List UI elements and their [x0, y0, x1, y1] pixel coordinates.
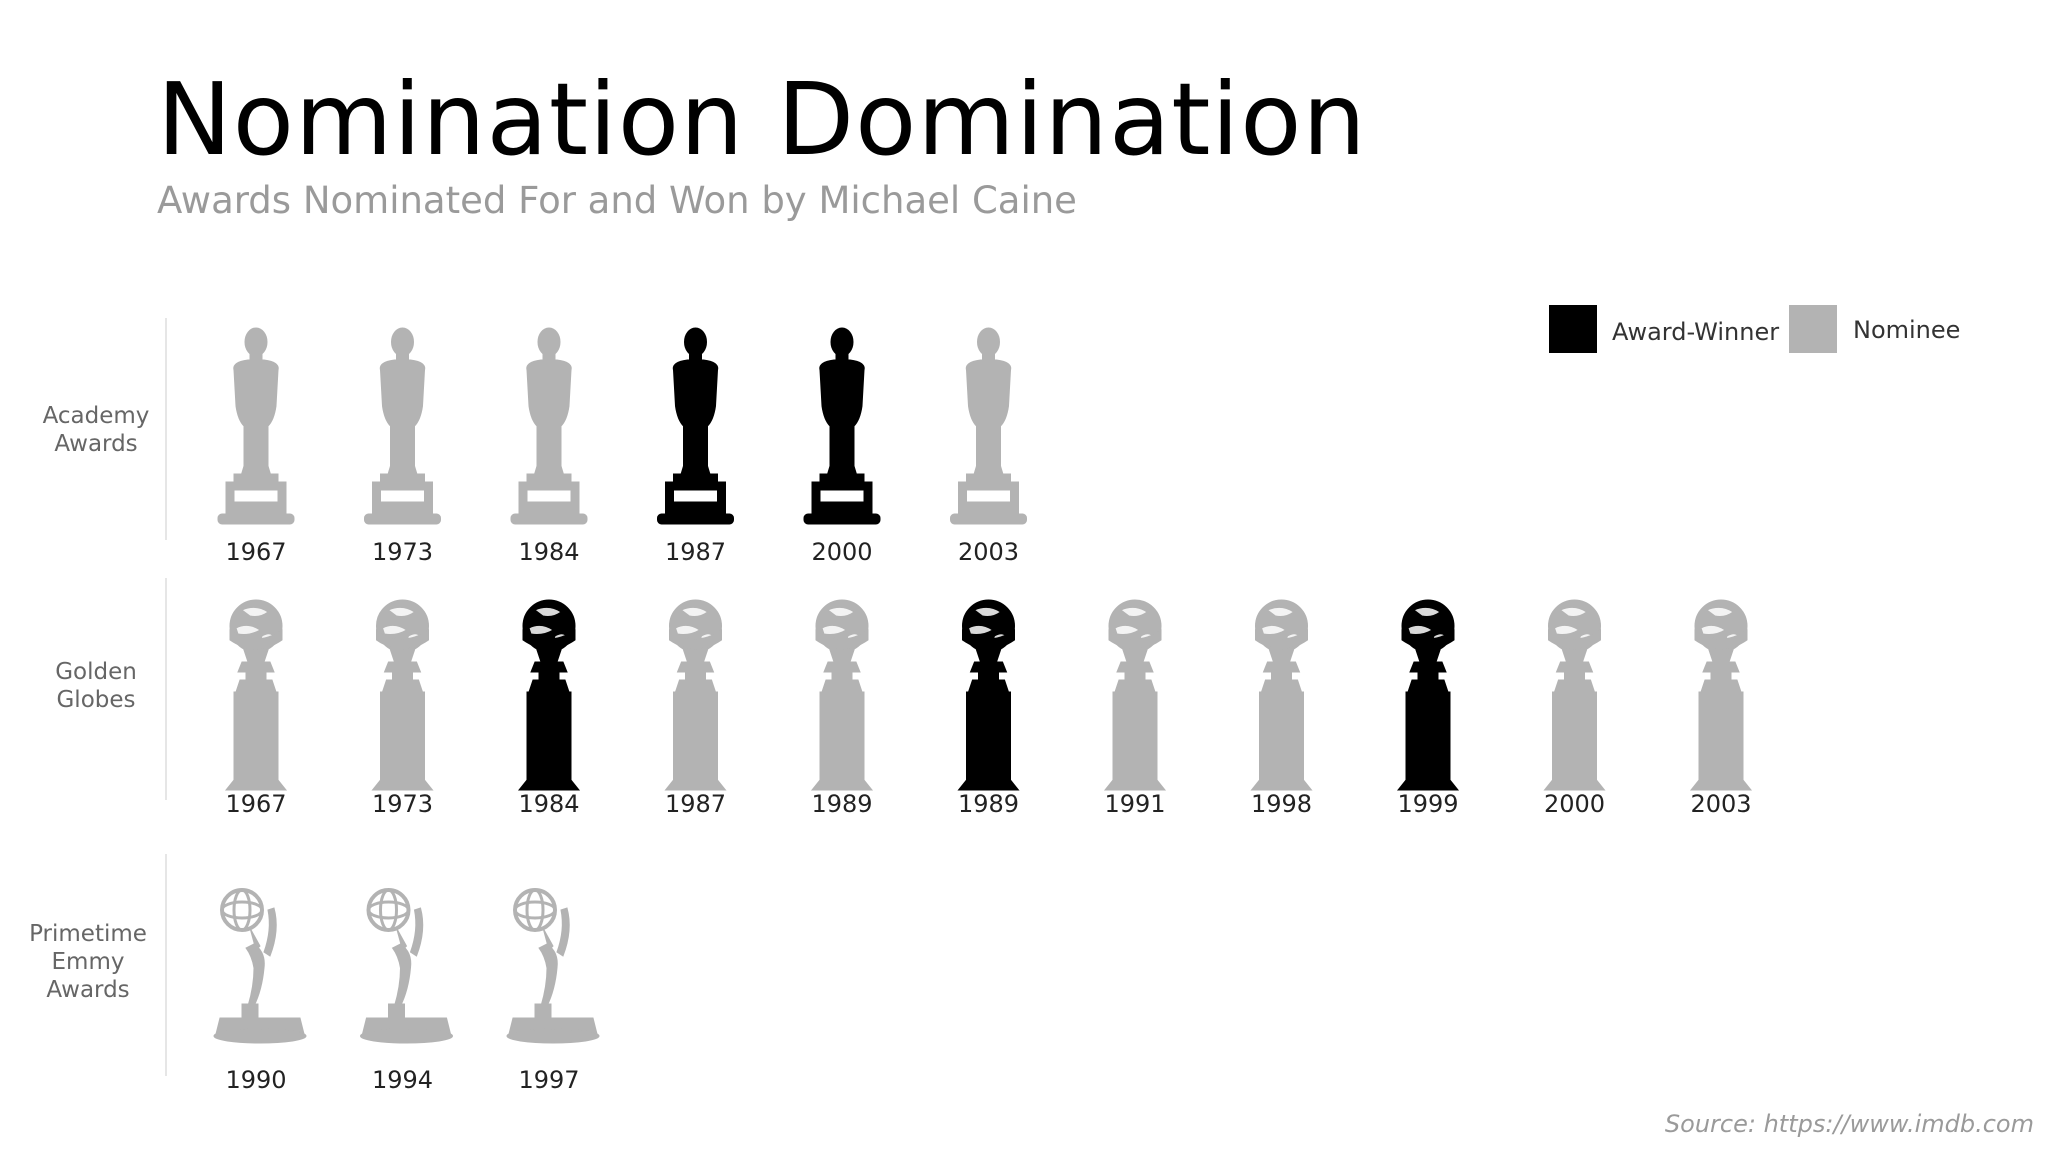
- row-divider-academy: [165, 318, 167, 540]
- pictogram-rows: 1967 1973 1984 1987 2000 2003 1967 1973 1984 1987…: [212, 327, 1752, 1094]
- year-label: 1989: [811, 790, 872, 818]
- row-label-academy-awards: Academy Awards: [42, 403, 150, 457]
- chart-subtitle: Awards Nominated For and Won by Michael …: [157, 179, 1077, 222]
- pictogram-row-0: 1967 1973 1984 1987 2000 2003: [217, 327, 1027, 566]
- golden-globe-mark-nominee-icon: [225, 599, 287, 791]
- oscar-statuette-mark-nominee-icon: [950, 327, 1027, 525]
- golden-globe-mark-nominee-icon: [811, 599, 873, 791]
- oscar-statuette-mark-nominee-icon: [217, 327, 295, 525]
- legend-swatch-nominee: [1789, 305, 1837, 353]
- year-label: 2003: [1690, 790, 1751, 818]
- year-label: 1989: [958, 790, 1019, 818]
- row-label-golden-globes: Golden Globes: [55, 659, 137, 713]
- year-label: 1999: [1397, 790, 1458, 818]
- golden-globe-mark-winner-icon: [518, 599, 580, 791]
- oscar-statuette-mark-winner-icon: [803, 327, 881, 525]
- year-label: 2000: [811, 538, 872, 566]
- row-divider-globes: [165, 578, 167, 800]
- emmy-statuette-mark-nominee-icon: [212, 888, 308, 1045]
- oscar-statuette-mark-winner-icon: [657, 327, 734, 525]
- year-label: 1984: [518, 790, 579, 818]
- source-note: Source: https://www.imdb.com: [1664, 1110, 2034, 1138]
- year-label: 2000: [1544, 790, 1605, 818]
- year-label: 1973: [372, 790, 433, 818]
- golden-globe-mark-nominee-icon: [665, 599, 726, 791]
- golden-globe-mark-winner-icon: [958, 599, 1019, 791]
- year-label: 1987: [665, 790, 726, 818]
- emmy-statuette-mark-nominee-icon: [358, 888, 455, 1045]
- year-label: 1998: [1251, 790, 1312, 818]
- year-label: 1994: [372, 1066, 433, 1094]
- year-label: 1973: [372, 538, 433, 566]
- row-divider-emmy: [165, 854, 167, 1076]
- year-label: 2003: [958, 538, 1019, 566]
- row-label-emmy-awards: Primetime Emmy Awards: [29, 921, 147, 1003]
- oscar-statuette-mark-nominee-icon: [510, 327, 588, 525]
- golden-globe-mark-nominee-icon: [1690, 599, 1752, 791]
- year-label: 1967: [225, 538, 286, 566]
- golden-globe-mark-nominee-icon: [1251, 599, 1312, 791]
- golden-globe-mark-nominee-icon: [372, 599, 433, 791]
- year-label: 1991: [1104, 790, 1165, 818]
- legend-swatch-winner: [1549, 305, 1597, 353]
- golden-globe-mark-winner-icon: [1397, 599, 1459, 791]
- emmy-statuette-mark-nominee-icon: [505, 888, 601, 1045]
- year-label: 1997: [518, 1066, 579, 1094]
- pictogram-row-1: 1967 1973 1984 1987 1989 1989 1991 1998 1999 2000…: [225, 599, 1752, 818]
- legend-label-nominee: Nominee: [1853, 316, 1961, 344]
- chart-title: Nomination Domination: [157, 61, 1367, 178]
- year-label: 1990: [225, 1066, 286, 1094]
- golden-globe-mark-nominee-icon: [1104, 599, 1166, 791]
- pictogram-row-2: 1990 1994 1997: [212, 888, 601, 1094]
- legend-label-winner: Award-Winner: [1612, 318, 1780, 346]
- oscar-statuette-mark-nominee-icon: [364, 327, 441, 525]
- year-label: 1967: [225, 790, 286, 818]
- golden-globe-mark-nominee-icon: [1544, 599, 1605, 791]
- year-label: 1984: [518, 538, 579, 566]
- year-label: 1987: [665, 538, 726, 566]
